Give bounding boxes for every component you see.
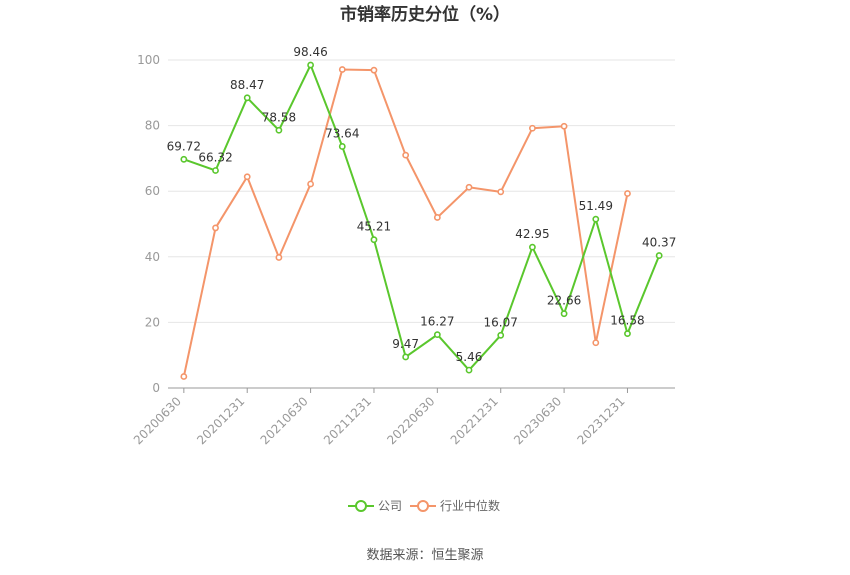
legend-label-1: 行业中位数 bbox=[440, 498, 500, 513]
data-label: 98.46 bbox=[293, 45, 327, 59]
data-point-0 bbox=[243, 94, 251, 102]
legend-label-0: 公司 bbox=[378, 499, 402, 513]
x-tick-label: 20200630 bbox=[131, 394, 184, 447]
data-label: 42.95 bbox=[515, 227, 549, 241]
data-point-0 bbox=[307, 61, 314, 69]
y-tick-label: 20 bbox=[145, 315, 160, 329]
series-line-0 bbox=[183, 62, 661, 372]
data-point-1 bbox=[529, 124, 536, 132]
data-label: 78.58 bbox=[262, 110, 296, 124]
data-point-1 bbox=[243, 173, 251, 181]
data-point-0 bbox=[275, 126, 283, 134]
data-point-0 bbox=[433, 331, 441, 339]
data-point-1 bbox=[624, 190, 631, 197]
data-label: 88.47 bbox=[230, 78, 264, 92]
data-point-1 bbox=[275, 254, 283, 261]
data-label: 22.66 bbox=[547, 294, 581, 308]
y-axis: 0 20 40 60 80 100 bbox=[137, 53, 160, 395]
data-label: 16.27 bbox=[420, 315, 454, 329]
data-point-0 bbox=[402, 353, 410, 361]
chart-title: 市销率历史分位（%） bbox=[340, 4, 510, 25]
y-tick-label: 40 bbox=[145, 250, 160, 264]
data-point-1 bbox=[592, 339, 600, 347]
data-point-0 bbox=[180, 155, 188, 163]
data-point-1 bbox=[180, 373, 188, 380]
series-line-1 bbox=[182, 68, 629, 377]
x-axis: 20200630 20201231 20210630 20211231 20220630… bbox=[131, 387, 675, 447]
data-point-1 bbox=[560, 122, 568, 130]
grid bbox=[168, 59, 675, 323]
data-point-1 bbox=[465, 183, 473, 191]
data-point-0 bbox=[529, 243, 536, 251]
data-point-1 bbox=[307, 180, 314, 188]
y-tick-label: 80 bbox=[145, 119, 160, 133]
data-point-0 bbox=[560, 310, 568, 318]
x-tick-label: 20210630 bbox=[258, 394, 311, 447]
data-labels: 69.7266.3288.4778.5898.4673.6445.219.471… bbox=[167, 45, 677, 364]
legend-marker-1 bbox=[417, 500, 429, 512]
data-point-0 bbox=[370, 236, 378, 244]
data-label: 40.37 bbox=[642, 236, 676, 250]
y-tick-label: 0 bbox=[152, 381, 160, 395]
data-point-1 bbox=[212, 224, 219, 232]
legend-marker-0 bbox=[355, 500, 367, 512]
data-point-1 bbox=[370, 66, 378, 74]
data-point-0 bbox=[212, 167, 219, 174]
x-tick-label: 20221231 bbox=[448, 394, 501, 447]
series-layer bbox=[180, 61, 663, 380]
data-point-0 bbox=[655, 252, 663, 259]
x-tick-label: 20231231 bbox=[575, 394, 628, 447]
data-label: 69.72 bbox=[167, 139, 201, 153]
data-label: 16.58 bbox=[610, 314, 644, 328]
data-point-1 bbox=[433, 214, 441, 221]
data-label: 5.46 bbox=[456, 350, 483, 364]
source-note: 数据来源：恒生聚源 bbox=[366, 548, 483, 563]
x-tick-label: 20211231 bbox=[321, 394, 374, 447]
data-point-1 bbox=[338, 66, 346, 73]
data-point-0 bbox=[624, 330, 631, 338]
data-point-1 bbox=[497, 188, 505, 196]
data-label: 9.47 bbox=[392, 337, 419, 351]
data-point-0 bbox=[592, 215, 600, 223]
x-tick-label: 20201231 bbox=[194, 394, 247, 447]
x-tick-label: 20220630 bbox=[384, 394, 437, 447]
data-label: 51.49 bbox=[579, 199, 613, 213]
data-label: 66.32 bbox=[198, 150, 232, 164]
data-label: 45.21 bbox=[357, 220, 391, 234]
legend: 公司 行业中位数 bbox=[348, 498, 500, 513]
data-point-0 bbox=[338, 143, 346, 150]
x-tick-label: 20230630 bbox=[511, 394, 564, 447]
data-label: 73.64 bbox=[325, 126, 359, 140]
data-point-1 bbox=[402, 151, 410, 159]
data-label: 16.07 bbox=[484, 315, 518, 329]
data-point-0 bbox=[465, 366, 473, 374]
data-point-0 bbox=[497, 331, 505, 339]
y-tick-label: 60 bbox=[145, 184, 160, 198]
y-tick-label: 100 bbox=[137, 53, 160, 67]
